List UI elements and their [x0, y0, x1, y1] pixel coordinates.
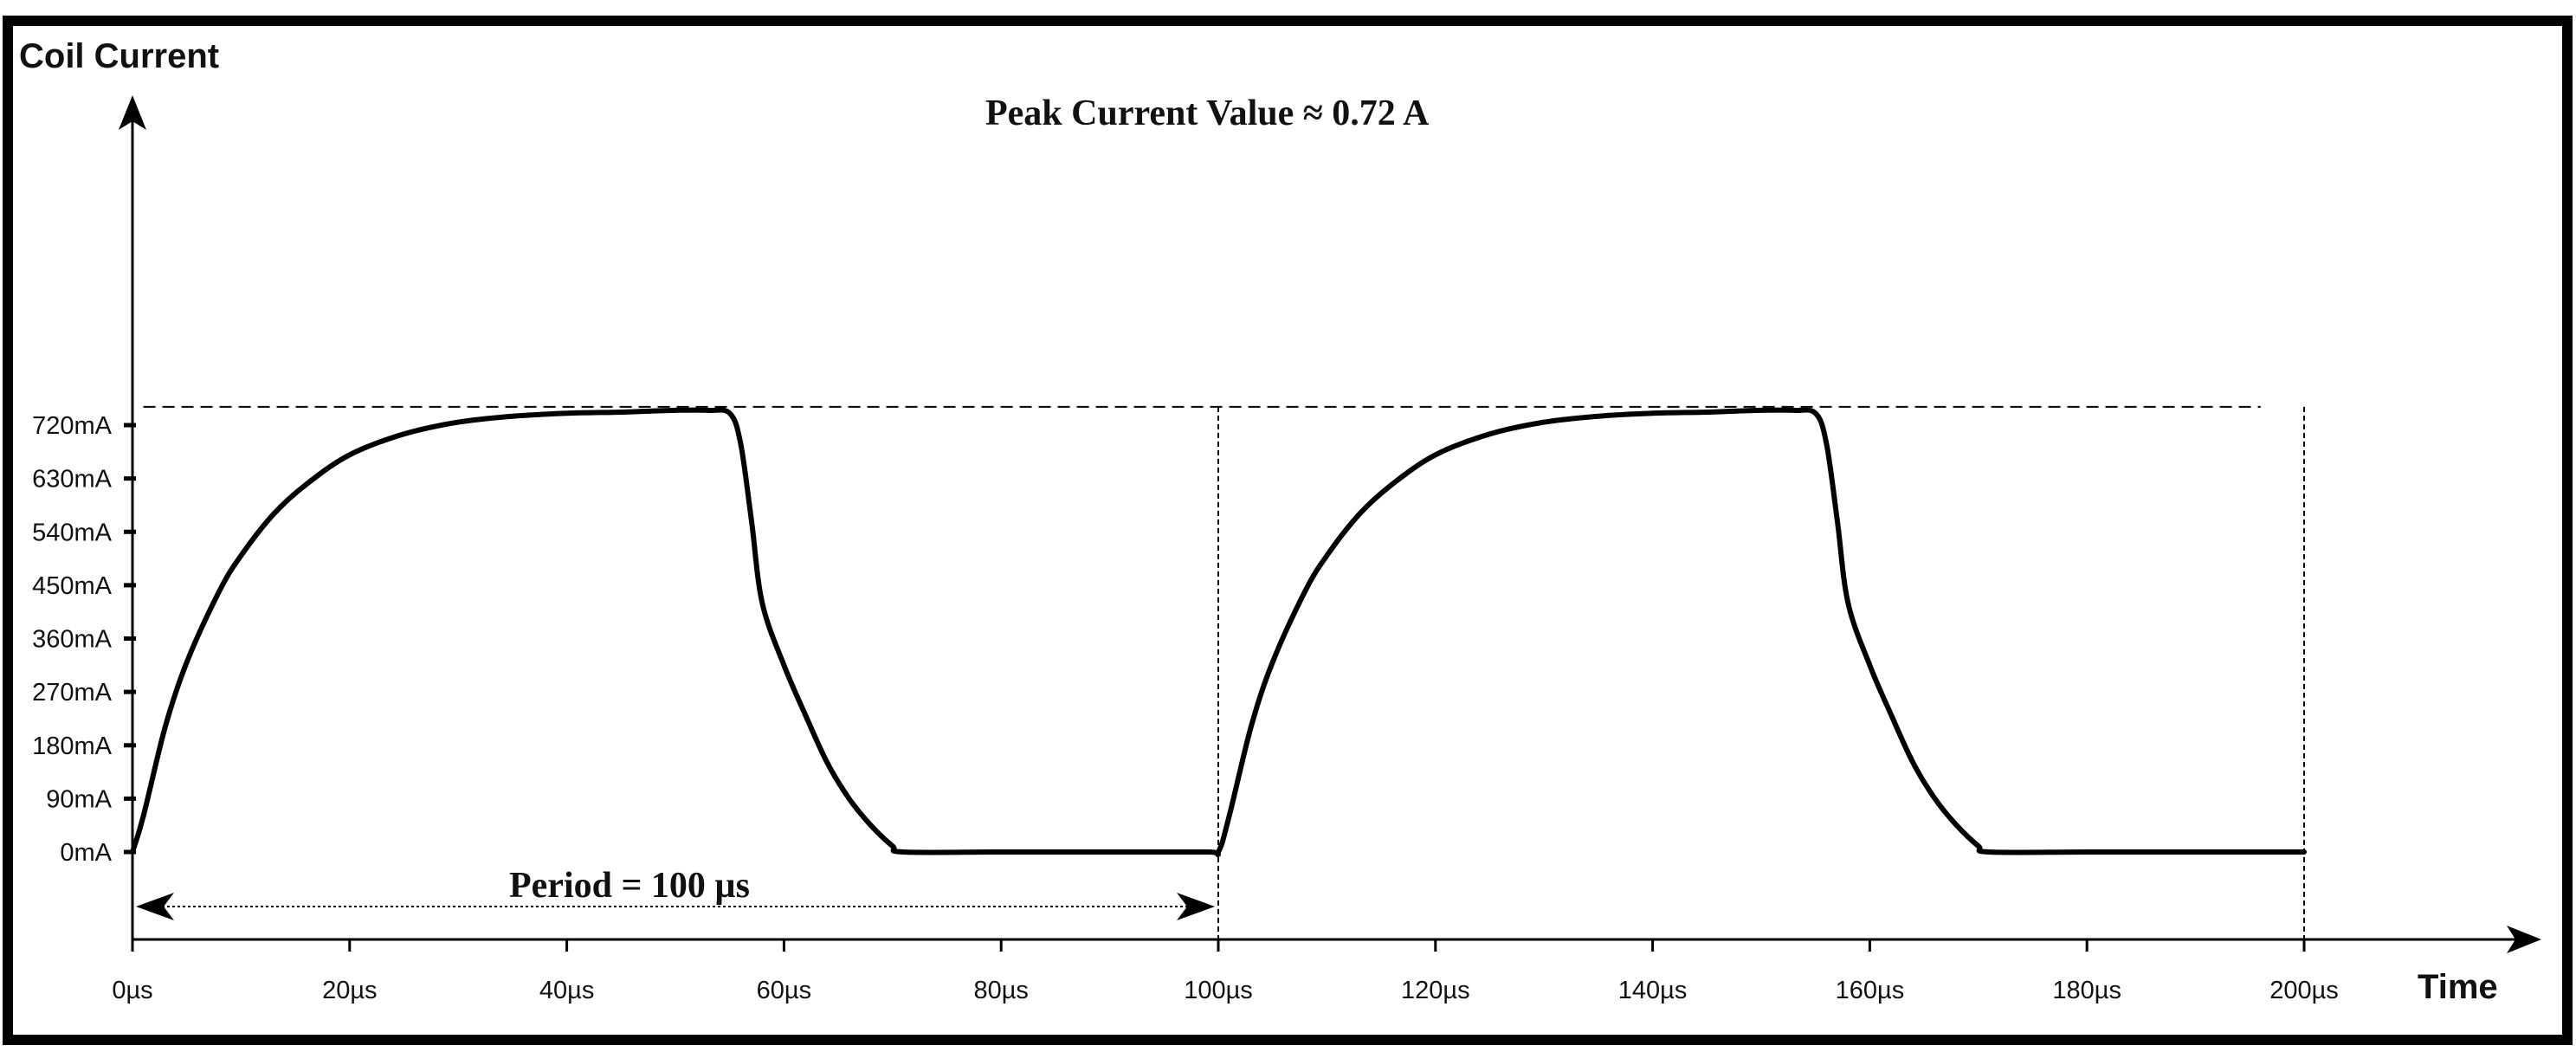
axes	[119, 95, 2541, 953]
x-tick-label: 40µs	[539, 977, 594, 1004]
x-tick-label: 80µs	[973, 977, 1028, 1004]
x-tick-label: 140µs	[1618, 977, 1688, 1004]
axis-ticks: 0mA 90mA 180mA 270mA 360mA 450mA 540mA 630mA 720…	[32, 412, 2339, 1004]
series-line	[130, 407, 2307, 857]
y-axis-arrowhead	[119, 95, 146, 130]
x-tick-label: 120µs	[1401, 977, 1470, 1004]
x-tick-label: 20µs	[322, 977, 377, 1004]
y-tick-label: 270mA	[32, 679, 113, 707]
y-tick-label: 0mA	[60, 839, 112, 867]
x-tick-label: 60µs	[757, 977, 811, 1004]
y-tick-label: 360mA	[32, 626, 113, 654]
y-tick-label: 180mA	[32, 733, 113, 760]
period-annotation: Period = 100 µs	[509, 866, 750, 906]
series-group	[130, 407, 2307, 857]
y-axis-title: Coil Current	[19, 37, 219, 75]
y-tick-label: 720mA	[32, 412, 113, 440]
peak-annotation: Peak Current Value ≈ 0.72 A	[985, 94, 1430, 133]
x-tick-label: 100µs	[1184, 977, 1253, 1004]
chart-frame	[3, 16, 2573, 1045]
y-tick-label: 90mA	[46, 785, 112, 813]
y-tick-label: 450mA	[32, 572, 113, 600]
period-arrowhead-right	[1177, 893, 1215, 920]
x-tick-label: 200µs	[2269, 977, 2339, 1004]
y-tick-label: 630mA	[32, 466, 113, 494]
x-tick-label: 0µs	[112, 977, 152, 1004]
period-arrowhead-left	[136, 893, 174, 920]
y-tick-label: 540mA	[32, 519, 113, 546]
x-axis-arrowhead	[2507, 926, 2541, 953]
x-tick-label: 160µs	[1836, 977, 1905, 1004]
x-tick-label: 180µs	[2052, 977, 2121, 1004]
x-axis-title: Time	[2418, 968, 2498, 1006]
guide-lines	[136, 405, 2305, 939]
